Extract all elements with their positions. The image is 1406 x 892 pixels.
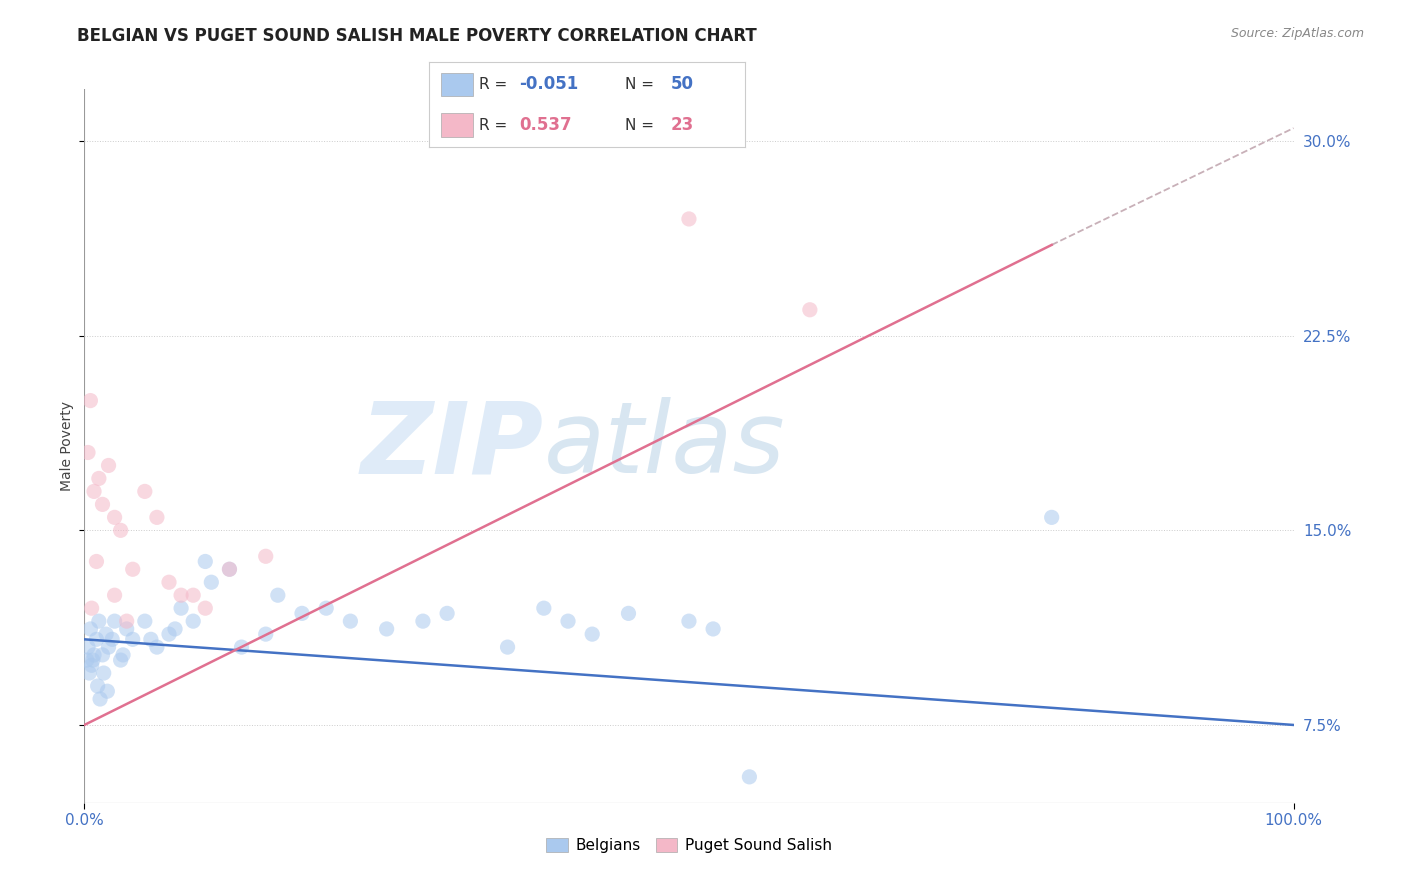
Point — [76, 653, 98, 667]
Point — [738, 770, 761, 784]
Point — [194, 601, 217, 615]
Text: ZIP: ZIP — [361, 398, 544, 494]
Point — [496, 640, 519, 654]
Point — [181, 588, 204, 602]
Text: N =: N = — [626, 77, 659, 92]
Text: -0.051: -0.051 — [519, 76, 578, 94]
Point — [134, 484, 156, 499]
Point — [533, 601, 555, 615]
Point — [436, 607, 458, 621]
Point — [91, 648, 114, 662]
Point — [181, 614, 204, 628]
Point — [112, 648, 135, 662]
Point — [146, 510, 169, 524]
Point — [799, 302, 821, 317]
Point — [218, 562, 240, 576]
Point — [104, 588, 127, 602]
Point — [80, 601, 103, 615]
Text: 0.537: 0.537 — [519, 116, 572, 134]
Point — [315, 601, 337, 615]
Point — [170, 588, 193, 602]
Point — [104, 510, 127, 524]
Point — [83, 484, 105, 499]
Bar — [441, 113, 472, 137]
Point — [94, 627, 117, 641]
Point — [87, 614, 110, 628]
Text: R =: R = — [479, 77, 513, 92]
Point — [86, 554, 108, 568]
Point — [97, 458, 120, 473]
Point — [678, 614, 700, 628]
Point — [80, 658, 103, 673]
Point — [702, 622, 724, 636]
Point — [93, 666, 115, 681]
Point — [96, 684, 118, 698]
Point — [170, 601, 193, 615]
Point — [581, 627, 603, 641]
Point — [87, 471, 110, 485]
Point — [1040, 510, 1063, 524]
Point — [110, 524, 132, 538]
Point — [86, 632, 108, 647]
Point — [110, 653, 132, 667]
Text: Source: ZipAtlas.com: Source: ZipAtlas.com — [1230, 27, 1364, 40]
Point — [412, 614, 434, 628]
Point — [121, 562, 143, 576]
Text: N =: N = — [626, 118, 659, 133]
Point — [101, 632, 124, 647]
Point — [157, 575, 180, 590]
Point — [617, 607, 640, 621]
Point — [104, 614, 127, 628]
Point — [254, 549, 277, 564]
Point — [115, 622, 138, 636]
Point — [77, 666, 100, 681]
Point — [77, 445, 100, 459]
Text: BELGIAN VS PUGET SOUND SALISH MALE POVERTY CORRELATION CHART: BELGIAN VS PUGET SOUND SALISH MALE POVER… — [77, 27, 756, 45]
Point — [291, 607, 314, 621]
Text: R =: R = — [479, 118, 513, 133]
Point — [77, 640, 100, 654]
Point — [86, 679, 108, 693]
Point — [678, 211, 700, 226]
Bar — [441, 72, 472, 96]
Point — [200, 575, 222, 590]
Point — [339, 614, 361, 628]
Point — [139, 632, 162, 647]
Point — [121, 632, 143, 647]
Point — [165, 622, 187, 636]
Point — [82, 653, 104, 667]
Point — [115, 614, 138, 628]
Point — [157, 627, 180, 641]
Point — [134, 614, 156, 628]
Point — [267, 588, 290, 602]
Point — [218, 562, 240, 576]
Point — [194, 554, 217, 568]
Point — [91, 497, 114, 511]
Text: 23: 23 — [671, 116, 695, 134]
Legend: Belgians, Puget Sound Salish: Belgians, Puget Sound Salish — [540, 831, 838, 859]
Point — [83, 648, 105, 662]
Point — [557, 614, 579, 628]
Text: atlas: atlas — [544, 398, 786, 494]
Point — [231, 640, 253, 654]
Point — [254, 627, 277, 641]
Point — [79, 622, 101, 636]
Text: 50: 50 — [671, 76, 693, 94]
Y-axis label: Male Poverty: Male Poverty — [60, 401, 75, 491]
Point — [79, 393, 101, 408]
Point — [146, 640, 169, 654]
Point — [97, 640, 120, 654]
Point — [375, 622, 398, 636]
Point — [89, 692, 111, 706]
